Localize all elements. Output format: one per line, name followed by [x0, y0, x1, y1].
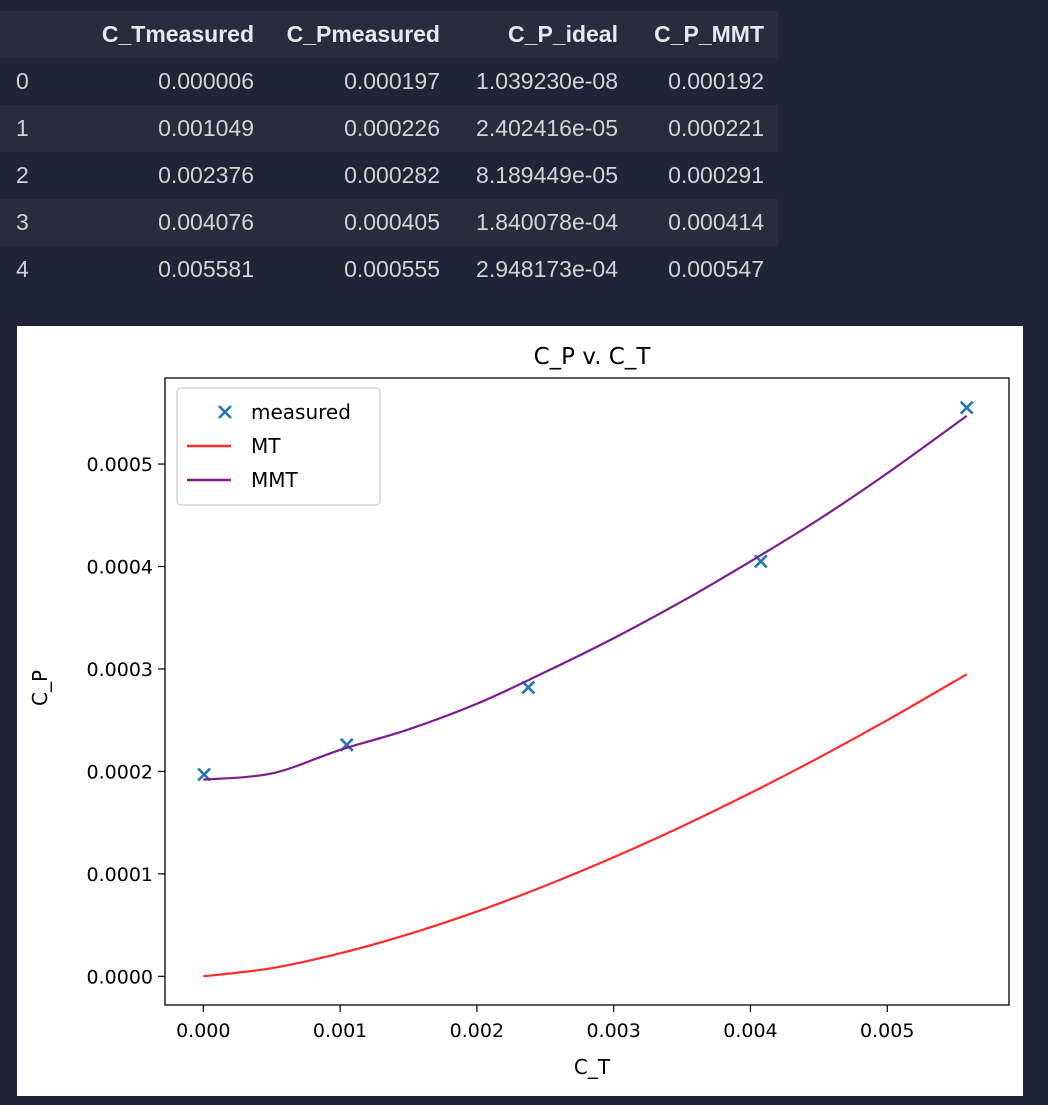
plot-frame — [164, 377, 1010, 1006]
table-cell: 0.002376 — [158, 162, 254, 188]
table-row: 4 0.005581 0.000555 2.948173e-04 0.00054… — [0, 246, 778, 293]
legend-label-measured: measured — [251, 400, 351, 424]
table-cell: 2.402416e-05 — [476, 115, 618, 141]
table-cell: 0.000226 — [344, 115, 440, 141]
table-cell: 0.000192 — [668, 68, 764, 94]
table-cell: 0.000414 — [668, 209, 764, 235]
table-cell: 2.948173e-04 — [476, 256, 618, 282]
table-cell: 0.000405 — [344, 209, 440, 235]
row-index: 4 — [16, 256, 29, 282]
legend-marker-measured — [218, 405, 232, 419]
x-tick-label: 0.002 — [450, 1020, 504, 1042]
table-cell: 0.000282 — [344, 162, 440, 188]
x-tick-label: 0.000 — [176, 1020, 230, 1042]
table-cell: 8.189449e-05 — [476, 162, 618, 188]
legend-label-mmt: MMT — [251, 468, 299, 492]
row-index: 1 — [16, 115, 29, 141]
row-index: 2 — [16, 162, 29, 188]
plot-axes: 0.000 0.001 0.002 0.003 0.004 0.005 0.0000 0.00… — [87, 377, 1010, 1042]
row-index: 3 — [16, 209, 29, 235]
y-tick-label: 0.0000 — [87, 966, 153, 988]
table-cell: 1.039230e-08 — [476, 68, 618, 94]
index-header — [0, 11, 44, 58]
table-cell: 0.005581 — [158, 256, 254, 282]
data-point-measured — [959, 400, 974, 415]
plot-output: C_P v. C_T C_T C_P 0.000 0.001 0.002 0.003 0… — [17, 326, 1023, 1096]
column-header-c-tmeasured: C_Tmeasured — [44, 11, 268, 58]
y-tick-label: 0.0002 — [87, 761, 153, 783]
table-row: 3 0.004076 0.000405 1.840078e-04 0.00041… — [0, 199, 778, 246]
table-row: 2 0.002376 0.000282 8.189449e-05 0.00029… — [0, 152, 778, 199]
plot-lines — [197, 400, 974, 978]
table-cell: 0.000197 — [344, 68, 440, 94]
table-row: 0 0.000006 0.000197 1.039230e-08 0.00019… — [0, 58, 778, 105]
table-cell: 0.001049 — [158, 115, 254, 141]
x-tick-label: 0.004 — [723, 1020, 777, 1042]
data-point-measured — [521, 680, 536, 695]
column-header-c-p-mmt: C_P_MMT — [632, 11, 778, 58]
table-cell: 0.004076 — [158, 209, 254, 235]
x-tick-label: 0.005 — [860, 1020, 914, 1042]
table-cell: 0.000555 — [344, 256, 440, 282]
table-header-row: C_Tmeasured C_Pmeasured C_P_ideal C_P_MM… — [0, 11, 778, 58]
y-axis-label: C_P — [28, 670, 52, 706]
table-cell: 0.000547 — [668, 256, 764, 282]
line-chart: C_P v. C_T C_T C_P 0.000 0.001 0.002 0.003 0… — [28, 344, 1010, 1079]
legend-label-mt: MT — [251, 434, 281, 458]
chart-title: C_P v. C_T — [534, 344, 652, 370]
column-header-c-pmeasured: C_Pmeasured — [268, 11, 454, 58]
dataframe-table: C_Tmeasured C_Pmeasured C_P_ideal C_P_MM… — [0, 11, 778, 293]
table-row: 1 0.001049 0.000226 2.402416e-05 0.00022… — [0, 105, 778, 152]
series-line-mmt — [203, 415, 968, 781]
table-cell: 0.000291 — [668, 162, 764, 188]
y-tick-label: 0.0001 — [87, 864, 153, 886]
table-cell: 0.000221 — [668, 115, 764, 141]
y-tick-label: 0.0005 — [87, 454, 153, 476]
series-line-mt — [203, 673, 968, 978]
x-axis-label: C_T — [574, 1055, 611, 1079]
table-cell: 0.000006 — [158, 68, 254, 94]
x-tick-label: 0.001 — [313, 1020, 367, 1042]
x-tick-label: 0.003 — [586, 1020, 640, 1042]
column-header-c-p-ideal: C_P_ideal — [454, 11, 632, 58]
table-cell: 1.840078e-04 — [476, 209, 618, 235]
y-tick-label: 0.0003 — [87, 659, 153, 681]
y-tick-label: 0.0004 — [87, 557, 153, 579]
legend-box — [176, 387, 381, 506]
row-index: 0 — [16, 68, 29, 94]
legend: measured MT MMT — [176, 387, 381, 506]
